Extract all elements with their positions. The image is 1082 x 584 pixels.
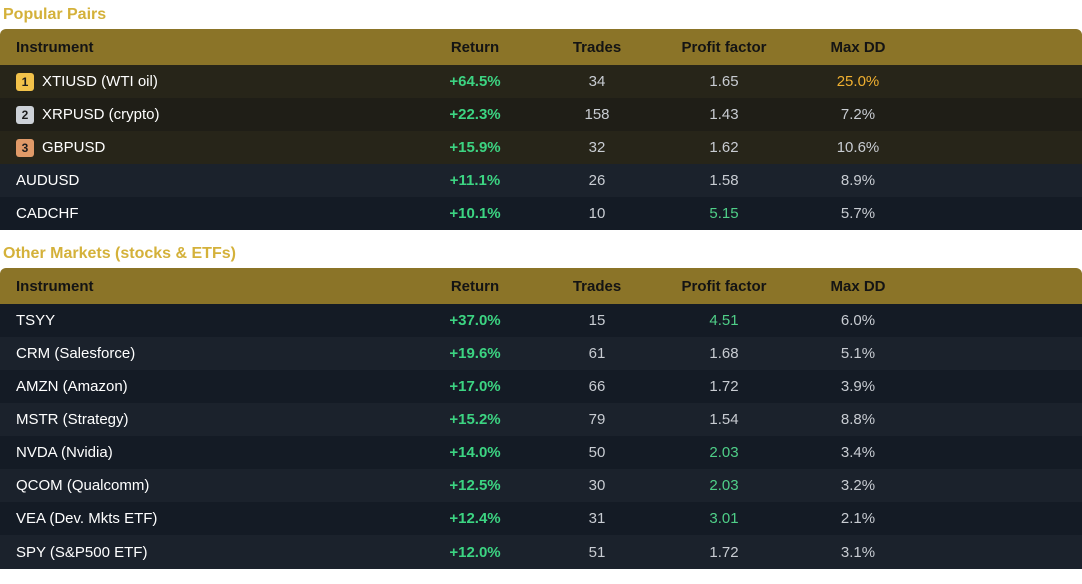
popular-pairs-table: Instrument Return Trades Profit factor M…: [0, 29, 1082, 230]
trades-value: 30: [588, 477, 606, 494]
max-dd-value: 7.2%: [840, 106, 876, 123]
other-markets-table: Instrument Return Trades Profit factor M…: [0, 268, 1082, 569]
trades-value: 15: [588, 312, 606, 329]
return-value: +14.0%: [449, 444, 501, 461]
header-profit-factor: Profit factor: [681, 38, 767, 56]
table-row: AMZN (Amazon) +17.0% 66 1.72 3.9%: [0, 370, 1082, 403]
table-row: SPY (S&P500 ETF) +12.0% 51 1.72 3.1%: [0, 535, 1082, 569]
instrument-name: AUDUSD: [16, 172, 80, 189]
max-dd-value: 25.0%: [836, 73, 880, 90]
instrument-name: NVDA (Nvidia): [16, 444, 113, 461]
instrument-name: XRPUSD (crypto): [42, 106, 160, 123]
profit-factor-value: 1.54: [709, 411, 739, 428]
rank-badge: 2: [16, 105, 34, 124]
profit-factor-value: 1.65: [709, 73, 739, 90]
max-dd-value: 8.8%: [840, 411, 876, 428]
return-value: +17.0%: [449, 378, 501, 395]
return-value: +15.9%: [449, 139, 501, 156]
table-row: AUDUSD +11.1% 26 1.58 8.9%: [0, 164, 1082, 197]
profit-factor-value: 2.03: [709, 477, 739, 494]
trades-value: 31: [588, 510, 606, 527]
trades-value: 61: [588, 345, 606, 362]
instrument-name: XTIUSD (WTI oil): [42, 73, 158, 90]
return-value: +15.2%: [449, 411, 501, 428]
profit-factor-value: 1.43: [709, 106, 739, 123]
profit-factor-value: 5.15: [709, 205, 739, 222]
header-instrument: Instrument: [16, 277, 94, 295]
max-dd-value: 5.7%: [840, 205, 876, 222]
header-max-dd: Max DD: [830, 277, 886, 295]
header-profit-factor: Profit factor: [681, 277, 767, 295]
rank-badge: 3: [16, 138, 34, 157]
table-row: NVDA (Nvidia) +14.0% 50 2.03 3.4%: [0, 436, 1082, 469]
profit-factor-value: 1.68: [709, 345, 739, 362]
instrument-name: MSTR (Strategy): [16, 411, 129, 428]
max-dd-value: 3.2%: [840, 477, 876, 494]
header-instrument: Instrument: [16, 38, 94, 56]
max-dd-value: 3.1%: [840, 543, 876, 561]
instrument-name: QCOM (Qualcomm): [16, 477, 150, 494]
header-return: Return: [450, 38, 500, 56]
table-header: Instrument Return Trades Profit factor M…: [0, 29, 1082, 65]
trades-value: 26: [588, 172, 606, 189]
profit-factor-value: 4.51: [709, 312, 739, 329]
profit-factor-value: 2.03: [709, 444, 739, 461]
table-row: 3 GBPUSD +15.9% 32 1.62 10.6%: [0, 131, 1082, 164]
instrument-name: GBPUSD: [42, 139, 106, 156]
trades-value: 79: [588, 411, 606, 428]
instrument-name: CADCHF: [16, 205, 79, 222]
table-row: CRM (Salesforce) +19.6% 61 1.68 5.1%: [0, 337, 1082, 370]
header-return: Return: [450, 277, 500, 295]
return-value: +19.6%: [449, 345, 501, 362]
table-row: MSTR (Strategy) +15.2% 79 1.54 8.8%: [0, 403, 1082, 436]
trades-value: 32: [588, 139, 606, 156]
trades-value: 66: [588, 378, 606, 395]
max-dd-value: 3.4%: [840, 444, 876, 461]
return-value: +10.1%: [449, 205, 501, 222]
profit-factor-value: 1.72: [709, 543, 739, 561]
table-row: CADCHF +10.1% 10 5.15 5.7%: [0, 197, 1082, 230]
instrument-name: AMZN (Amazon): [16, 378, 128, 395]
trades-value: 50: [588, 444, 606, 461]
table-header: Instrument Return Trades Profit factor M…: [0, 268, 1082, 304]
max-dd-value: 6.0%: [840, 312, 876, 329]
max-dd-value: 10.6%: [836, 139, 880, 156]
table-row: VEA (Dev. Mkts ETF) +12.4% 31 3.01 2.1%: [0, 502, 1082, 535]
profit-factor-value: 1.58: [709, 172, 739, 189]
section-title-popular-pairs: Popular Pairs: [3, 6, 107, 23]
instrument-name: CRM (Salesforce): [16, 345, 136, 362]
return-value: +11.1%: [449, 172, 501, 189]
profit-factor-value: 3.01: [709, 510, 739, 527]
rank-badge: 1: [16, 72, 34, 91]
max-dd-value: 2.1%: [840, 510, 876, 527]
trades-value: 34: [588, 73, 606, 90]
return-value: +37.0%: [449, 312, 501, 329]
profit-factor-value: 1.62: [709, 139, 739, 156]
max-dd-value: 8.9%: [840, 172, 876, 189]
table-row: 1 XTIUSD (WTI oil) +64.5% 34 1.65 25.0%: [0, 65, 1082, 98]
return-value: +12.4%: [449, 510, 501, 527]
max-dd-value: 3.9%: [840, 378, 876, 395]
header-max-dd: Max DD: [830, 38, 886, 56]
instrument-name: SPY (S&P500 ETF): [16, 543, 148, 561]
table-row: TSYY +37.0% 15 4.51 6.0%: [0, 304, 1082, 337]
section-title-other-markets: Other Markets (stocks & ETFs): [3, 245, 236, 262]
header-trades: Trades: [572, 38, 622, 56]
return-value: +12.0%: [449, 543, 501, 561]
instrument-name: TSYY: [16, 312, 56, 329]
trades-value: 158: [584, 106, 610, 123]
table-row: QCOM (Qualcomm) +12.5% 30 2.03 3.2%: [0, 469, 1082, 502]
trades-value: 10: [588, 205, 606, 222]
return-value: +22.3%: [449, 106, 501, 123]
header-trades: Trades: [572, 277, 622, 295]
return-value: +64.5%: [449, 73, 501, 90]
table-row: 2 XRPUSD (crypto) +22.3% 158 1.43 7.2%: [0, 98, 1082, 131]
return-value: +12.5%: [449, 477, 501, 494]
profit-factor-value: 1.72: [709, 378, 739, 395]
instrument-name: VEA (Dev. Mkts ETF): [16, 510, 158, 527]
trades-value: 51: [588, 543, 606, 561]
max-dd-value: 5.1%: [840, 345, 876, 362]
